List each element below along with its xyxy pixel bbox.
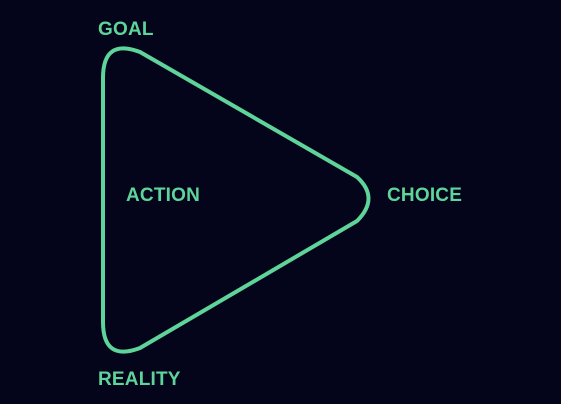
action-label: ACTION xyxy=(126,185,201,206)
triangle-outline xyxy=(101,46,371,354)
goal-label: GOAL xyxy=(98,19,154,40)
choice-label: CHOICE xyxy=(387,185,463,206)
reality-label: REALITY xyxy=(98,369,181,390)
